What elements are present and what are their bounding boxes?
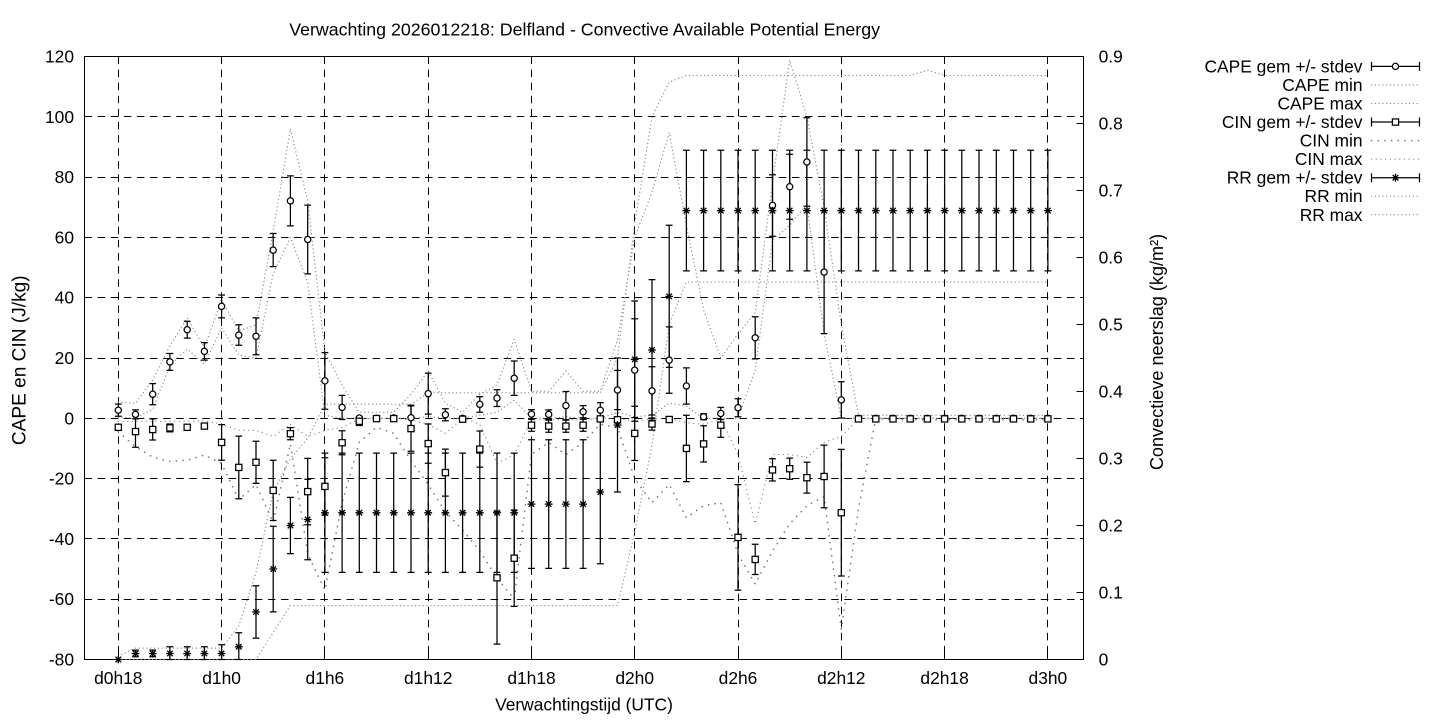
svg-text:0.7: 0.7 <box>1099 181 1123 201</box>
svg-text:d1h18: d1h18 <box>507 668 555 688</box>
svg-text:60: 60 <box>55 227 74 247</box>
svg-text:0: 0 <box>64 408 74 428</box>
svg-text:Verwachtingstijd (UTC): Verwachtingstijd (UTC) <box>495 695 673 715</box>
svg-text:CAPE min: CAPE min <box>1282 75 1362 95</box>
svg-text:-80: -80 <box>49 650 74 670</box>
svg-text:d1h0: d1h0 <box>202 668 241 688</box>
svg-text:-60: -60 <box>49 589 74 609</box>
svg-text:-20: -20 <box>49 469 74 489</box>
svg-text:0.4: 0.4 <box>1099 382 1124 402</box>
svg-text:40: 40 <box>55 288 74 308</box>
svg-text:CAPE max: CAPE max <box>1277 94 1362 114</box>
svg-text:0.9: 0.9 <box>1099 47 1123 67</box>
svg-text:CAPE en CIN (J/kg): CAPE en CIN (J/kg) <box>10 275 31 445</box>
svg-text:RR gem +/- stdev: RR gem +/- stdev <box>1227 168 1363 188</box>
svg-text:CIN min: CIN min <box>1300 131 1363 151</box>
svg-text:120: 120 <box>45 47 74 67</box>
svg-text:Verwachting 2026012218: Delfla: Verwachting 2026012218: Delfland - Conve… <box>289 20 880 40</box>
svg-text:80: 80 <box>55 167 74 187</box>
svg-text:Convectieve neerslag (kg/m²): Convectieve neerslag (kg/m²) <box>1147 234 1167 470</box>
svg-text:CIN max: CIN max <box>1295 149 1363 169</box>
svg-text:d2h12: d2h12 <box>817 668 865 688</box>
svg-text:0.5: 0.5 <box>1099 315 1123 335</box>
svg-text:0.8: 0.8 <box>1099 114 1123 134</box>
svg-text:d1h12: d1h12 <box>404 668 452 688</box>
svg-text:0: 0 <box>1099 650 1109 670</box>
svg-text:CIN gem +/- stdev: CIN gem +/- stdev <box>1222 112 1363 132</box>
svg-text:0.2: 0.2 <box>1099 516 1123 536</box>
svg-text:0.6: 0.6 <box>1099 248 1123 268</box>
svg-text:RR min: RR min <box>1305 186 1363 206</box>
svg-text:RR max: RR max <box>1300 205 1363 225</box>
svg-text:d2h6: d2h6 <box>719 668 758 688</box>
svg-text:CAPE gem +/- stdev: CAPE gem +/- stdev <box>1204 56 1362 76</box>
svg-text:-40: -40 <box>49 529 74 549</box>
svg-text:d2h0: d2h0 <box>615 668 654 688</box>
svg-text:d0h18: d0h18 <box>94 668 142 688</box>
svg-text:0.1: 0.1 <box>1099 583 1123 603</box>
svg-text:20: 20 <box>55 348 74 368</box>
svg-text:100: 100 <box>45 107 74 127</box>
svg-text:0.3: 0.3 <box>1099 449 1123 469</box>
svg-text:d3h0: d3h0 <box>1029 668 1068 688</box>
svg-text:d1h6: d1h6 <box>306 668 345 688</box>
svg-text:d2h18: d2h18 <box>920 668 968 688</box>
